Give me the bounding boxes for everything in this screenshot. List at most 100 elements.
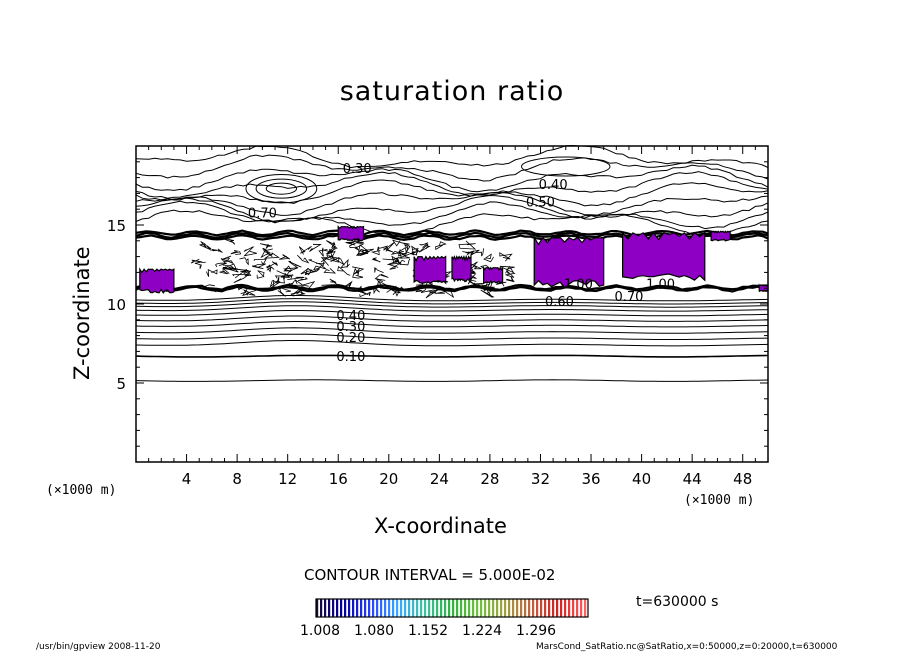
contour-label: 0.60 <box>545 295 574 310</box>
colorbar-swatch <box>528 599 531 617</box>
colorbar-swatch <box>316 599 319 617</box>
contour-line <box>135 285 769 293</box>
contour-line <box>135 179 769 207</box>
contour-line <box>190 258 206 264</box>
contour-line <box>321 278 339 286</box>
contour-line <box>135 191 769 216</box>
colorbar-swatch <box>448 599 451 617</box>
contour-line <box>283 265 293 272</box>
contour-label: 0.30 <box>336 320 365 335</box>
colorbar-swatch <box>440 599 443 617</box>
contour-line <box>135 209 769 236</box>
contour-line <box>371 257 381 263</box>
x-tick-label: 36 <box>581 470 600 488</box>
colorbar-swatch <box>324 599 327 617</box>
contour-label: 0.20 <box>336 331 365 346</box>
colorbar-swatch <box>412 599 415 617</box>
contour-line <box>411 284 423 293</box>
x-tick-label: 32 <box>531 470 550 488</box>
x-tick-label: 12 <box>278 470 297 488</box>
colorbar-swatch <box>464 599 467 617</box>
contour-line <box>277 286 292 297</box>
colorbar-swatch <box>364 599 367 617</box>
contour-line <box>206 269 218 277</box>
colorbar-swatch <box>424 599 427 617</box>
contour-line <box>135 171 769 199</box>
chart-title: saturation ratio <box>339 76 565 107</box>
y-axis-label: Z-coordinate <box>70 246 94 380</box>
contour-line <box>326 245 337 256</box>
contour-line <box>266 266 275 273</box>
colorbar-swatch <box>488 599 491 617</box>
contour-line <box>521 156 611 177</box>
contour-line <box>298 245 312 255</box>
colorbar-swatch <box>568 599 571 617</box>
contour-line <box>499 265 515 274</box>
contour-line <box>373 284 382 295</box>
contour-line <box>265 182 298 195</box>
contour-line <box>245 173 318 204</box>
contour-label: 0.30 <box>343 162 372 177</box>
contour-label: 0.70 <box>248 206 277 221</box>
colorbar-swatch <box>556 599 559 617</box>
colorbar-swatch <box>576 599 579 617</box>
colorbar-swatch <box>504 599 507 617</box>
colorbar-swatch <box>536 599 539 617</box>
colorbar-tick-label: 1.224 <box>462 623 503 639</box>
colorbar-swatch <box>456 599 459 617</box>
supersaturated-region <box>483 265 504 285</box>
y-tick-label: 15 <box>107 217 126 235</box>
contour-line <box>135 301 769 308</box>
colorbar-swatch <box>500 599 503 617</box>
contour-line <box>135 321 769 328</box>
contour-line <box>135 200 769 230</box>
contour-line <box>233 286 243 291</box>
contour-line <box>297 276 308 282</box>
contour-line <box>255 178 308 199</box>
contour-line <box>359 291 372 298</box>
colorbar-swatch <box>544 599 547 617</box>
contour-line <box>358 244 369 255</box>
contour-label: 0.10 <box>336 350 365 365</box>
contour-line <box>300 267 313 276</box>
contour-line <box>313 264 327 271</box>
contour-line <box>318 247 328 257</box>
contour-line <box>135 379 769 382</box>
supersaturated-region <box>337 225 365 242</box>
colorbar-swatch <box>516 599 519 617</box>
colorbar-swatch <box>584 599 587 617</box>
colorbar-swatch <box>336 599 339 617</box>
contour-line <box>135 229 769 237</box>
supersaturated-region <box>533 235 605 289</box>
colorbar-swatch <box>384 599 387 617</box>
x-tick-label: 24 <box>430 470 449 488</box>
supersaturated-region <box>710 230 731 242</box>
contour-line <box>397 247 407 257</box>
contour-line <box>353 285 369 295</box>
colorbar-swatch <box>328 599 331 617</box>
contour-line <box>326 240 338 249</box>
colorbar-swatch <box>532 599 535 617</box>
colorbar-frame <box>315 598 589 618</box>
x-tick-label: 8 <box>232 470 242 488</box>
contour-line <box>475 248 484 257</box>
contour-line <box>256 270 265 279</box>
colorbar-swatch <box>444 599 447 617</box>
contour-line <box>297 254 310 264</box>
x-tick-label: 48 <box>733 470 752 488</box>
contour-line <box>308 259 325 267</box>
contour-line <box>135 333 769 340</box>
supersaturated-region <box>451 254 472 283</box>
colorbar-swatch <box>492 599 495 617</box>
contour-label: 0.70 <box>614 290 643 305</box>
contour-line <box>418 243 431 253</box>
colorbar-swatch <box>524 599 527 617</box>
supersaturated-region <box>622 231 706 282</box>
colorbar-swatch <box>484 599 487 617</box>
contour-label: 1.00 <box>564 277 593 292</box>
contour-line <box>436 289 455 299</box>
colorbar-swatch <box>480 599 483 617</box>
contour-line <box>215 262 227 268</box>
y-axis-unit: (×1000 m) <box>46 483 117 498</box>
contour-line <box>251 263 266 270</box>
